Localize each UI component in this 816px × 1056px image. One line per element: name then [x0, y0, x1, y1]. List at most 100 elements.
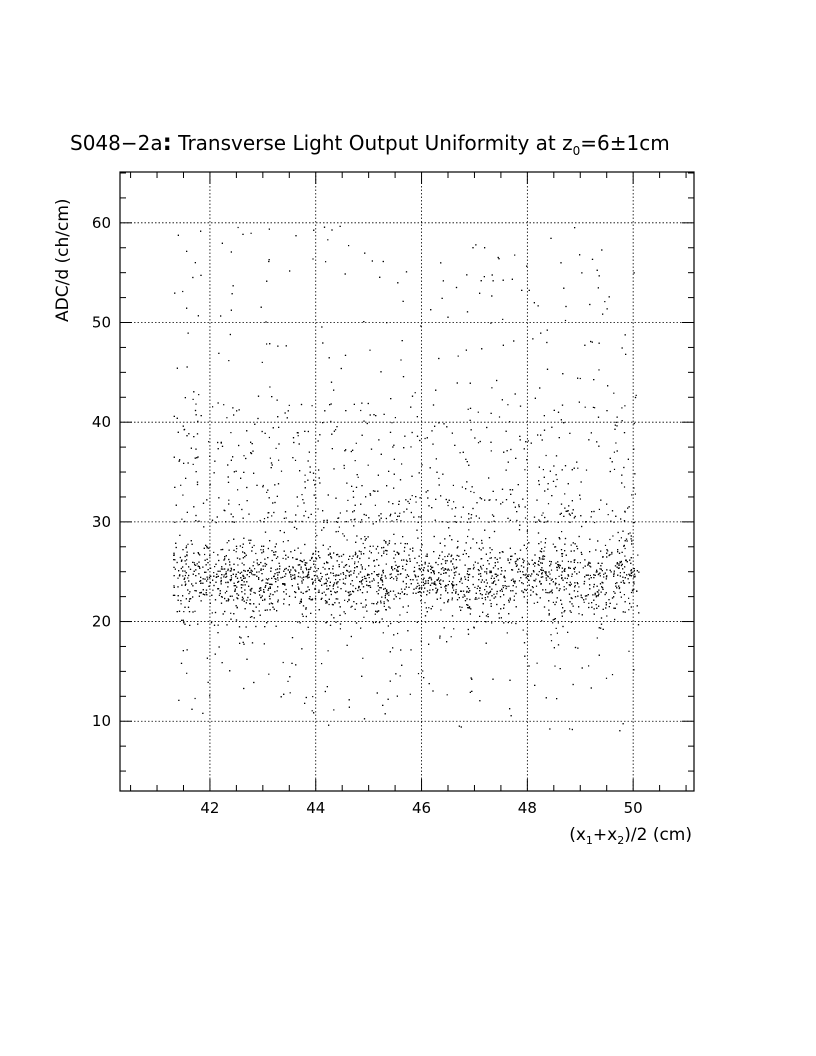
scatter-point [195, 590, 197, 592]
scatter-point [380, 602, 382, 604]
scatter-point [544, 490, 546, 492]
scatter-point [614, 618, 616, 621]
scatter-point [222, 568, 224, 570]
scatter-point [243, 581, 245, 583]
scatter-point [603, 573, 605, 575]
scatter-point [539, 597, 541, 599]
scatter-point [330, 590, 332, 592]
scatter-point [425, 580, 427, 582]
scatter-point [461, 486, 463, 488]
scatter-point [636, 570, 638, 572]
scatter-point [579, 254, 581, 256]
scatter-point [301, 520, 303, 523]
scatter-point [278, 459, 280, 461]
scatter-point [404, 569, 407, 571]
scatter-point [353, 601, 355, 603]
scatter-point [329, 552, 331, 554]
scatter-point [514, 254, 516, 256]
scatter-point [262, 551, 265, 553]
scatter-point [449, 535, 451, 537]
scatter-point [321, 597, 323, 599]
scatter-point [470, 677, 472, 679]
scatter-point [569, 514, 571, 516]
scatter-point [439, 597, 442, 599]
scatter-point [217, 632, 219, 634]
scatter-point [394, 543, 396, 545]
scatter-point [249, 599, 251, 601]
scatter-point [537, 574, 539, 576]
scatter-point [400, 588, 403, 590]
scatter-point [214, 599, 217, 601]
scatter-point [261, 545, 263, 547]
scatter-point [316, 534, 318, 537]
scatter-point [341, 561, 343, 563]
scatter-point [288, 595, 291, 597]
scatter-point [464, 564, 466, 566]
scatter-point [352, 591, 355, 593]
scatter-point [282, 661, 284, 664]
scatter-point [304, 481, 306, 483]
scatter-point [474, 598, 476, 600]
scatter-point [315, 452, 317, 454]
scatter-point [451, 508, 453, 510]
scatter-point [231, 521, 233, 523]
scatter-point [470, 608, 472, 610]
scatter-point [540, 541, 542, 543]
scatter-point [528, 542, 530, 544]
scatter-point [239, 545, 241, 547]
scatter-point [352, 585, 354, 587]
scatter-point [211, 519, 214, 521]
scatter-point [378, 573, 380, 575]
scatter-point [502, 279, 504, 281]
scatter-point [272, 594, 274, 596]
scatter-point [471, 486, 473, 488]
scatter-point [459, 452, 461, 454]
scatter-point [385, 563, 387, 565]
scatter-point [178, 575, 181, 577]
scatter-point [469, 691, 471, 693]
scatter-point [626, 540, 628, 542]
scatter-point [269, 598, 271, 600]
scatter-point [598, 593, 600, 595]
scatter-point [202, 712, 204, 714]
scatter-point [225, 573, 227, 575]
scatter-point [438, 422, 440, 424]
scatter-point [546, 341, 548, 344]
scatter-point [224, 558, 226, 560]
scatter-point [186, 559, 188, 561]
scatter-point [590, 577, 592, 579]
scatter-point [479, 615, 481, 617]
scatter-point [433, 582, 435, 584]
scatter-point [384, 595, 386, 597]
scatter-point [369, 586, 372, 588]
scatter-point [325, 602, 327, 604]
scatter-point [397, 515, 399, 517]
scatter-point [623, 466, 625, 469]
scatter-point [377, 610, 379, 612]
scatter-point [524, 588, 526, 591]
scatter-point [261, 580, 263, 582]
scatter-point [541, 620, 543, 622]
scatter-point [583, 580, 586, 583]
scatter-point [558, 567, 560, 569]
scatter-point [621, 347, 623, 349]
scatter-point [194, 262, 196, 264]
scatter-point [488, 563, 490, 565]
scatter-point [354, 460, 356, 462]
scatter-point [451, 432, 453, 434]
scatter-point [465, 542, 467, 544]
scatter-point [298, 588, 300, 590]
scatter-point [379, 519, 381, 521]
scatter-point [313, 494, 315, 496]
scatter-point [573, 550, 575, 552]
scatter-point [389, 590, 392, 592]
scatter-point [317, 591, 320, 593]
scatter-point [197, 315, 199, 317]
scatter-point [233, 471, 235, 473]
scatter-point [576, 545, 578, 547]
scatter-point [571, 500, 573, 502]
scatter-point [249, 542, 251, 544]
scatter-point [339, 225, 341, 227]
scatter-point [452, 587, 454, 589]
scatter-point [314, 597, 317, 600]
